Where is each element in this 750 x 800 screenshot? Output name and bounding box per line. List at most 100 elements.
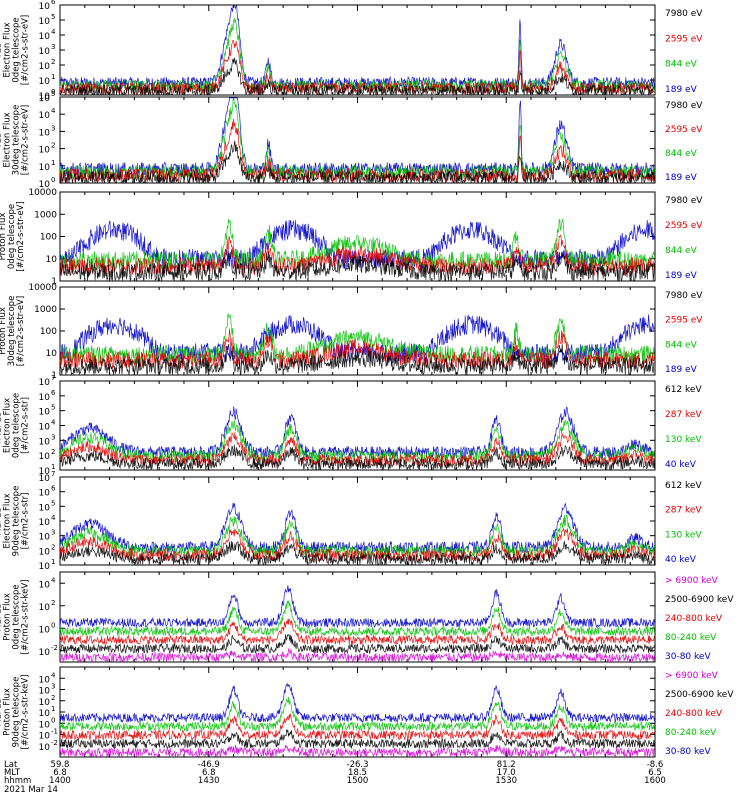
legend-entry: 130 keV	[665, 435, 702, 445]
y-tick-label: 10	[39, 2, 51, 12]
y-tick-label: 10	[46, 255, 58, 265]
legend-entry: 2595 eV	[665, 125, 703, 135]
y-tick-label: 10	[39, 562, 51, 572]
y-tick-exponent: 0	[51, 716, 55, 724]
y-tick-exponent: 0	[51, 176, 55, 184]
legend-entry: 7980 eV	[665, 291, 703, 301]
mlt-label: 18.5	[348, 768, 367, 778]
y-tick-exponent: 2	[51, 58, 55, 66]
legend-entry: 612 keV	[665, 385, 702, 395]
hhmm-label: 1530	[495, 776, 517, 786]
y-axis-label: [#/cm2-s-str]	[21, 493, 31, 550]
hhmm-label: 1500	[347, 776, 369, 786]
legend-entry: 189 eV	[665, 271, 698, 281]
y-tick-exponent: 2	[51, 448, 55, 456]
legend-entry: 189 eV	[665, 85, 698, 95]
mlt-label: 17.0	[497, 768, 516, 778]
y-tick-label: 10	[46, 349, 58, 359]
y-tick-label: 10	[39, 533, 51, 543]
legend-entry: 2595 eV	[665, 221, 703, 231]
y-tick-label: 10	[39, 648, 51, 658]
lat-label: 59.8	[51, 760, 70, 770]
series-line	[59, 57, 655, 97]
legend-entry: 130 keV	[665, 530, 702, 540]
y-tick-exponent: 3	[51, 43, 55, 51]
y-tick-label: 10000	[28, 188, 57, 198]
y-axis-label: 0deg telescope	[7, 204, 17, 269]
y-axis-label: 0deg telescope	[12, 393, 22, 458]
series-line	[59, 600, 655, 637]
y-tick-label: 10	[39, 393, 51, 403]
y-axis-label: Proton Flux	[3, 688, 13, 736]
y-tick-exponent: 1	[51, 705, 55, 713]
legend-entry: > 6900 keV	[665, 576, 719, 586]
y-tick-exponent: 3	[51, 433, 55, 441]
legend-entry: 189 eV	[665, 365, 698, 375]
y-tick-label: 10	[39, 111, 51, 121]
legend-entry: 40 keV	[665, 555, 697, 565]
y-axis-label: [#/cm2-s-str-keV]	[21, 580, 31, 655]
y-tick-label: 1000	[34, 210, 57, 220]
y-axis-label: Electron Flux	[3, 493, 13, 548]
y-axis-label: MEPED	[0, 410, 4, 440]
y-tick-label: 1	[51, 277, 57, 287]
y-tick-label: 10	[39, 503, 51, 513]
y-tick-exponent: 4	[51, 419, 56, 427]
y-tick-label: 10	[39, 732, 51, 742]
y-tick-label: 10	[39, 180, 51, 190]
series-line	[59, 618, 655, 646]
y-tick-label: 10	[39, 378, 51, 388]
series-line	[59, 682, 655, 724]
legend-entry: 7980 eV	[665, 196, 703, 206]
legend-entry: 844 eV	[665, 340, 698, 350]
series-line	[59, 585, 655, 629]
legend-entry: 2500-6900 keV	[665, 690, 734, 700]
y-tick-exponent: 1	[51, 558, 55, 566]
y-axis-label: [#/cm2-s-str-eV]	[16, 201, 26, 271]
date-label: 2021 Mar 14	[4, 785, 58, 795]
footer-row-label: MLT	[4, 768, 21, 778]
y-axis-label: Proton Flux	[0, 307, 8, 355]
y-tick-exponent: 4	[51, 671, 56, 679]
y-tick-exponent: 4	[51, 576, 56, 584]
y-axis-label: [#/cm2-s-str-keV]	[21, 675, 31, 750]
y-axis-label: Proton Flux	[0, 213, 8, 261]
y-tick-label: 10	[39, 92, 51, 102]
y-axis-label: [#/cm2-s-str-eV]	[21, 15, 31, 85]
y-axis-label: MEPED	[0, 506, 4, 536]
series-line	[59, 713, 655, 741]
y-tick-exponent: 2	[51, 694, 55, 702]
hhmm-label: 1600	[644, 776, 666, 786]
y-axis-label: [#/cm2-s-str-eV]	[16, 296, 26, 366]
legend-entry: 612 keV	[665, 481, 702, 491]
series-line	[59, 344, 655, 376]
y-axis-label: Electron Flux	[3, 22, 13, 77]
mlt-label: 6.5	[648, 768, 662, 778]
y-tick-exponent: 3	[51, 683, 55, 691]
y-axis-label: TED	[0, 41, 4, 60]
y-tick-label: 10	[39, 580, 51, 590]
y-axis-label: 90deg telescope	[12, 677, 22, 748]
y-tick-exponent: 5	[51, 90, 55, 98]
y-tick-label: 10	[39, 625, 51, 635]
y-tick-label: 10	[39, 467, 51, 477]
y-tick-label: 10	[39, 423, 51, 433]
legend-entry: 287 keV	[665, 410, 702, 420]
legend-entry: 844 eV	[665, 149, 698, 159]
legend-entry: 189 eV	[665, 173, 698, 183]
series-line	[59, 251, 655, 282]
y-tick-label: 10	[39, 709, 51, 719]
y-tick-label: 10000	[28, 283, 57, 293]
y-tick-exponent: -2	[51, 739, 58, 747]
legend-entry: 80-240 keV	[665, 728, 717, 738]
y-axis-label: 30deg telescope	[12, 105, 22, 176]
y-axis-label: [#/cm2-s-str-eV]	[21, 105, 31, 175]
y-tick-exponent: 3	[51, 124, 55, 132]
series-line	[59, 729, 655, 750]
y-tick-exponent: 0	[51, 621, 55, 629]
series-line	[59, 444, 655, 471]
y-tick-label: 10	[39, 128, 51, 138]
y-tick-label: 10	[39, 687, 51, 697]
mlt-label: 6.8	[202, 768, 216, 778]
y-tick-label: 10	[39, 77, 51, 87]
